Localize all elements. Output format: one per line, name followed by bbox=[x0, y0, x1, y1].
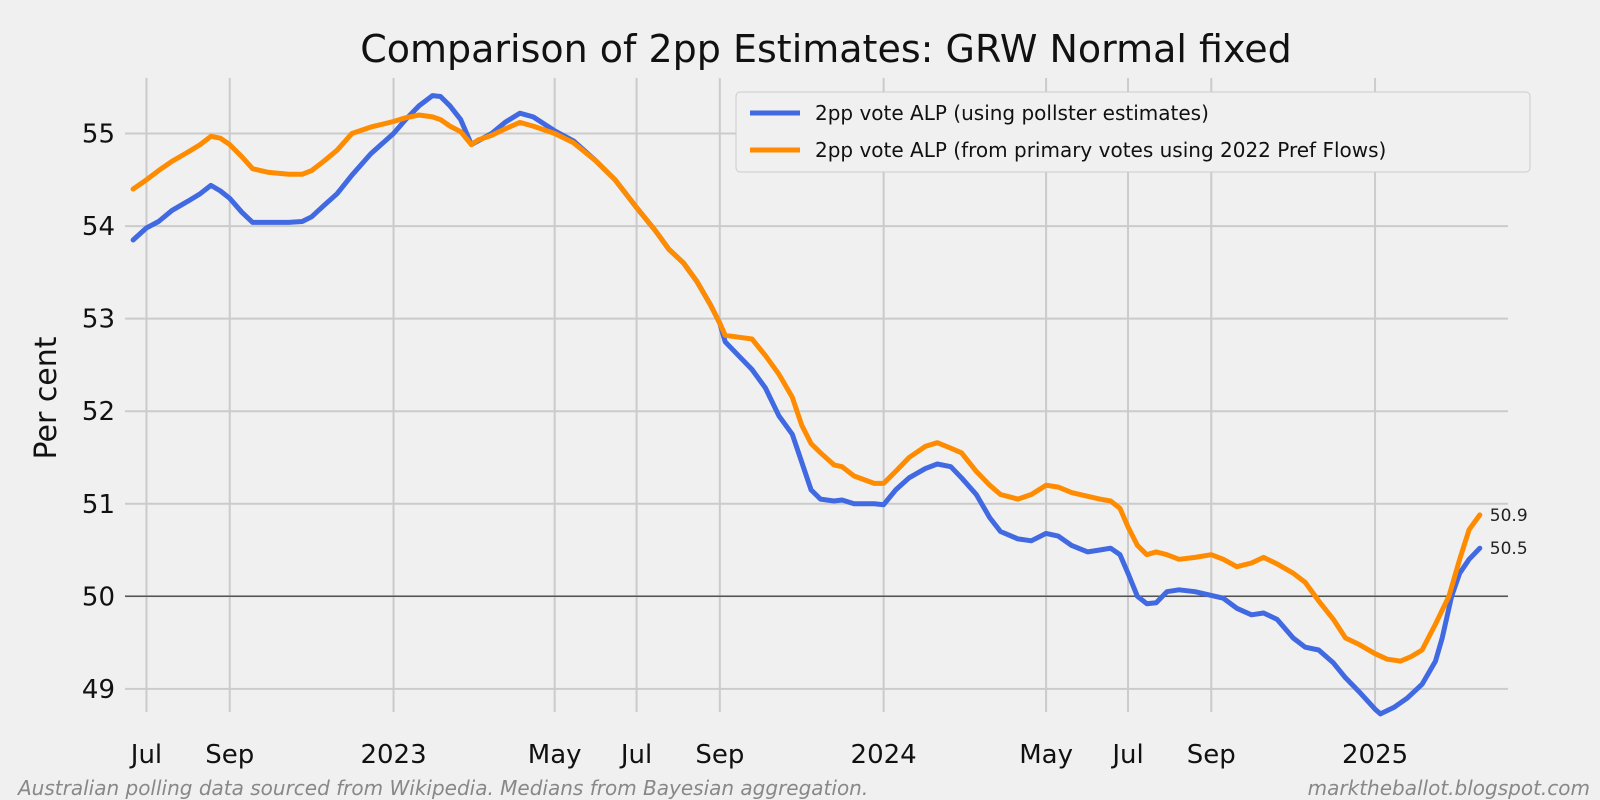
legend-label-pollster: 2pp vote ALP (using pollster estimates) bbox=[815, 101, 1209, 125]
x-tick-label: Sep bbox=[1187, 740, 1236, 770]
series-line-0 bbox=[130, 93, 1483, 717]
series-line-1 bbox=[130, 112, 1483, 664]
y-ticks: 49 50 51 52 53 54 55 bbox=[82, 120, 115, 705]
x-tick-label: Jul bbox=[619, 740, 652, 770]
y-tick-label: 50 bbox=[82, 582, 115, 612]
legend-label-primary: 2pp vote ALP (from primary votes using 2… bbox=[815, 138, 1386, 162]
grid-lines bbox=[125, 78, 1508, 712]
series-lines bbox=[130, 93, 1483, 717]
y-axis-label: Per cent bbox=[29, 336, 64, 459]
x-tick-label: 2025 bbox=[1342, 740, 1408, 770]
y-tick-label: 55 bbox=[82, 120, 115, 150]
x-ticks: Jul Sep 2023 May Jul Sep 2024 May Jul Sep 2025 bbox=[129, 740, 1408, 770]
y-tick-label: 51 bbox=[82, 490, 115, 520]
chart-title: Comparison of 2pp Estimates: GRW Normal … bbox=[360, 27, 1292, 71]
x-tick-label: Sep bbox=[695, 740, 744, 770]
legend-box bbox=[735, 91, 1531, 173]
x-tick-label: 2023 bbox=[360, 740, 426, 770]
footer-site-url: marktheballot.blogspot.com bbox=[1308, 776, 1590, 800]
y-tick-label: 53 bbox=[82, 305, 115, 335]
series-end-label-1: 50.9 bbox=[1490, 506, 1528, 526]
footer-source-note: Australian polling data sourced from Wik… bbox=[16, 776, 868, 800]
x-tick-label: May bbox=[528, 740, 582, 770]
x-tick-label: 2024 bbox=[851, 740, 917, 770]
x-tick-label: Jul bbox=[1110, 740, 1143, 770]
y-tick-label: 54 bbox=[82, 212, 115, 242]
y-tick-label: 49 bbox=[82, 675, 115, 705]
x-tick-label: May bbox=[1019, 740, 1073, 770]
end-labels: 50.5 50.9 bbox=[1490, 506, 1528, 559]
y-tick-label: 52 bbox=[82, 397, 115, 427]
series-end-label-0: 50.5 bbox=[1490, 539, 1528, 559]
x-tick-label: Sep bbox=[205, 740, 254, 770]
legend: 2pp vote ALP (using pollster estimates) … bbox=[735, 91, 1531, 173]
x-tick-label: Jul bbox=[129, 740, 162, 770]
